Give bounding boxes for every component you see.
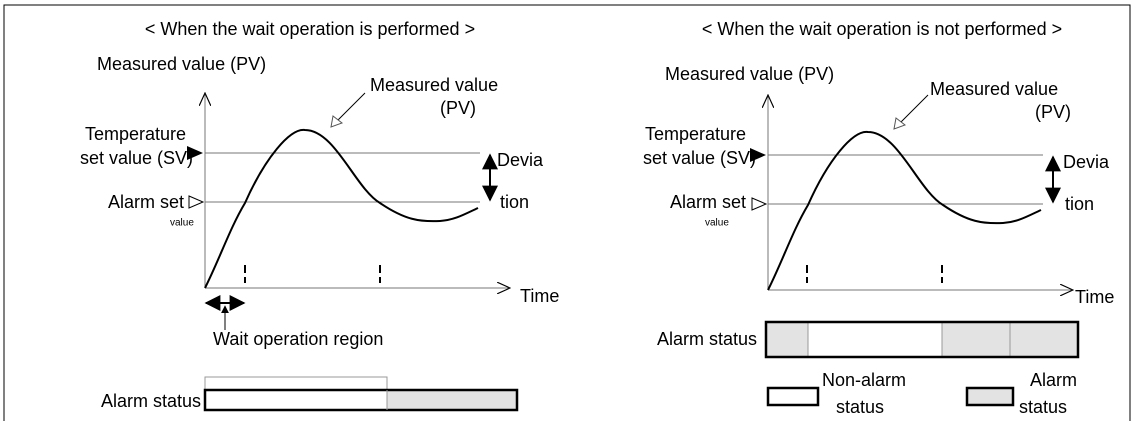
- panel-title: < When the wait operation is performed >: [145, 19, 475, 39]
- panel-title: < When the wait operation is not perform…: [702, 19, 1062, 39]
- legend-label: status: [836, 397, 884, 417]
- wait-label: Wait operation region: [213, 329, 383, 349]
- y-axis-label: Measured value (PV): [665, 64, 834, 84]
- deviation-label: Devia: [497, 150, 544, 170]
- curve-label: Measured value: [370, 75, 498, 95]
- x-axis-label: Time: [520, 286, 559, 306]
- curve-label: (PV): [440, 98, 476, 118]
- curve-label: Measured value: [930, 79, 1058, 99]
- legend-label: Non-alarm: [822, 370, 906, 390]
- legend-swatch: [965, 386, 1015, 407]
- alarm-label: value: [705, 218, 729, 229]
- deviation-label: tion: [1065, 194, 1094, 214]
- x-axis-label: Time: [1075, 287, 1114, 307]
- legend-label: Alarm: [1030, 370, 1077, 390]
- sv-label: set value (SV): [643, 148, 756, 168]
- legend-swatch: [766, 386, 820, 407]
- alarm-label: Alarm set: [670, 192, 746, 212]
- alarm-label: value: [170, 218, 194, 229]
- left-panel: < When the wait operation is performed >…: [80, 19, 559, 412]
- alarm-status-label: Alarm status: [101, 391, 201, 411]
- alarm-label: Alarm set: [108, 192, 184, 212]
- legend-label: status: [1019, 397, 1067, 417]
- sv-label: Temperature: [85, 124, 186, 144]
- curve-label: (PV): [1035, 102, 1071, 122]
- right-panel: < When the wait operation is not perform…: [643, 19, 1114, 417]
- y-axis-label: Measured value (PV): [97, 54, 266, 74]
- sv-label: set value (SV): [80, 148, 193, 168]
- sv-label: Temperature: [645, 124, 746, 144]
- deviation-label: tion: [500, 192, 529, 212]
- alarm-status-label: Alarm status: [657, 329, 757, 349]
- deviation-label: Devia: [1063, 152, 1110, 172]
